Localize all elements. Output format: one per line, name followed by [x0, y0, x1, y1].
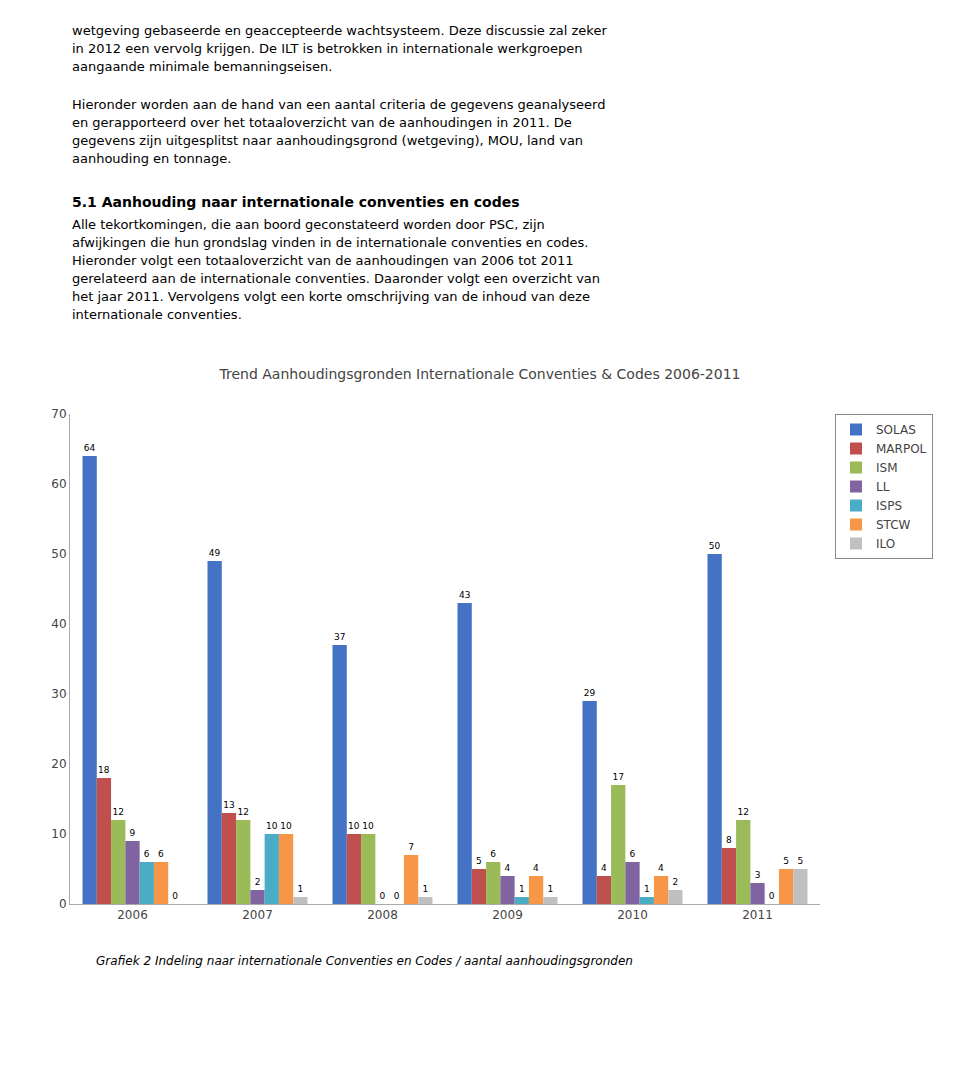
- html-text:internationale conventies.: internationale conventies.: [72, 307, 242, 322]
- svg-text:MARPOL: MARPOL: [876, 442, 927, 456]
- svg-text:2011: 2011: [742, 908, 773, 922]
- svg-text:10: 10: [348, 821, 360, 831]
- svg-text:ISPS: ISPS: [876, 499, 902, 513]
- svg-text:6: 6: [630, 849, 636, 859]
- html-text:Alle tekortkomingen, die aan b: Alle tekortkomingen, die aan boord gecon…: [72, 217, 545, 232]
- html-text:gerelateerd aan de internation: gerelateerd aan de internationale conven…: [72, 271, 600, 286]
- svg-text:50: 50: [51, 547, 66, 561]
- svg-text:2007: 2007: [242, 908, 273, 922]
- svg-text:60: 60: [51, 477, 66, 491]
- html-text:wetgeving gebaseerde en geacce: wetgeving gebaseerde en geaccepteerde wa…: [72, 23, 607, 38]
- svg-text:18: 18: [98, 765, 110, 775]
- svg-text:12: 12: [237, 807, 248, 817]
- svg-text:Trend Aanhoudingsgronden Inter: Trend Aanhoudingsgronden Internationale …: [219, 366, 741, 382]
- html-text:afwijkingen die hun grondslag: afwijkingen die hun grondslag vinden in …: [72, 235, 589, 250]
- svg-text:13: 13: [223, 800, 234, 810]
- html-text:in 2012 een vervolg krijgen. D: in 2012 een vervolg krijgen. De ILT is b…: [72, 41, 583, 56]
- html-text:5.1 Aanhouding naar internatio: 5.1 Aanhouding naar internationale conve…: [72, 194, 520, 210]
- svg-text:64: 64: [84, 443, 96, 453]
- svg-text:9: 9: [130, 828, 136, 838]
- svg-text:4: 4: [505, 863, 511, 873]
- svg-text:30: 30: [51, 687, 66, 701]
- svg-text:20: 20: [51, 757, 66, 771]
- svg-text:50: 50: [709, 541, 721, 551]
- svg-text:STCW: STCW: [876, 518, 911, 532]
- html-text:Hieronder worden aan de hand v: Hieronder worden aan de hand van een aan…: [72, 97, 606, 112]
- svg-text:2010: 2010: [617, 908, 648, 922]
- svg-text:2006: 2006: [117, 908, 148, 922]
- svg-text:29: 29: [584, 688, 596, 698]
- svg-text:4: 4: [601, 863, 607, 873]
- svg-text:0: 0: [769, 891, 775, 901]
- svg-text:4: 4: [658, 863, 664, 873]
- html-text:Grafiek 2 Indeling naar intern: Grafiek 2 Indeling naar internationale C…: [96, 954, 633, 968]
- svg-text:ILO: ILO: [876, 537, 895, 551]
- svg-text:70: 70: [51, 407, 66, 421]
- svg-text:40: 40: [51, 617, 66, 631]
- svg-text:5: 5: [783, 856, 789, 866]
- svg-text:0: 0: [172, 891, 178, 901]
- svg-text:1: 1: [644, 884, 650, 894]
- svg-text:3: 3: [755, 870, 761, 880]
- svg-text:49: 49: [209, 548, 221, 558]
- svg-text:SOLAS: SOLAS: [876, 423, 916, 437]
- html-text:aanhouding en tonnage.: aanhouding en tonnage.: [72, 151, 232, 166]
- svg-text:0: 0: [380, 891, 386, 901]
- html-text:en gerapporteerd over het tota: en gerapporteerd over het totaaloverzich…: [72, 115, 572, 130]
- svg-text:12: 12: [737, 807, 748, 817]
- html-text:gegevens zijn uitgesplitst naa: gegevens zijn uitgesplitst naar aanhoudi…: [72, 133, 584, 148]
- svg-text:ISM: ISM: [876, 461, 898, 475]
- svg-text:5: 5: [476, 856, 482, 866]
- svg-text:17: 17: [612, 772, 623, 782]
- svg-text:10: 10: [362, 821, 374, 831]
- svg-text:10: 10: [280, 821, 292, 831]
- svg-text:2: 2: [672, 877, 678, 887]
- svg-text:1: 1: [297, 884, 303, 894]
- svg-text:12: 12: [112, 807, 123, 817]
- svg-text:10: 10: [51, 827, 66, 841]
- svg-text:10: 10: [266, 821, 278, 831]
- svg-text:1: 1: [519, 884, 525, 894]
- svg-text:7: 7: [408, 842, 414, 852]
- svg-text:1: 1: [422, 884, 428, 894]
- svg-text:43: 43: [459, 590, 470, 600]
- svg-text:2008: 2008: [367, 908, 398, 922]
- svg-text:4: 4: [533, 863, 539, 873]
- svg-text:37: 37: [334, 632, 345, 642]
- svg-text:LL: LL: [876, 480, 890, 494]
- svg-text:5: 5: [797, 856, 803, 866]
- svg-text:0: 0: [59, 897, 67, 911]
- svg-text:2: 2: [255, 877, 261, 887]
- html-text:aangaande minimale bemanningse: aangaande minimale bemanningseisen.: [72, 59, 333, 74]
- svg-text:8: 8: [726, 835, 732, 845]
- svg-text:0: 0: [394, 891, 400, 901]
- html-text:het jaar 2011. Vervolgens volg: het jaar 2011. Vervolgens volgt een kort…: [72, 289, 590, 304]
- svg-text:6: 6: [158, 849, 164, 859]
- svg-text:2009: 2009: [492, 908, 523, 922]
- svg-text:6: 6: [144, 849, 150, 859]
- svg-text:6: 6: [490, 849, 496, 859]
- svg-text:1: 1: [547, 884, 553, 894]
- html-text:Hieronder volgt een totaalover: Hieronder volgt een totaaloverzicht van …: [72, 253, 574, 268]
